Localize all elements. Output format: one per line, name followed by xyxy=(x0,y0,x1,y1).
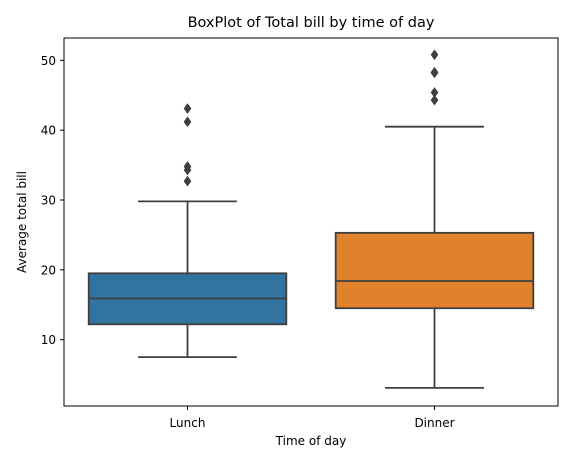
y-tick-label: 40 xyxy=(41,124,56,138)
lunch-outlier-point xyxy=(183,161,192,172)
chart-title: BoxPlot of Total bill by time of day xyxy=(188,15,435,31)
y-axis-label: Average total bill xyxy=(15,171,29,273)
lunch-outlier-point xyxy=(183,175,192,187)
dinner-outlier-point xyxy=(430,94,439,106)
y-tick-label: 50 xyxy=(41,54,56,68)
y-tick-label: 10 xyxy=(41,333,56,347)
x-tick-label: Dinner xyxy=(414,416,454,430)
lunch-outlier-point xyxy=(183,116,192,128)
y-tick-label: 20 xyxy=(41,263,56,277)
y-tick-label: 30 xyxy=(41,194,56,208)
lunch-outlier-point xyxy=(183,103,192,114)
x-tick-label: Lunch xyxy=(170,416,206,430)
dinner-outlier-point xyxy=(430,49,439,61)
axes-frame xyxy=(63,37,559,407)
dinner-outlier-point xyxy=(430,87,439,98)
dinner-box xyxy=(334,231,535,310)
x-axis-label: Time of day xyxy=(275,434,347,448)
dinner-outlier-point xyxy=(430,66,439,78)
plot-area: Lunch Dinner 10 20 30 40 50 xyxy=(41,37,559,430)
